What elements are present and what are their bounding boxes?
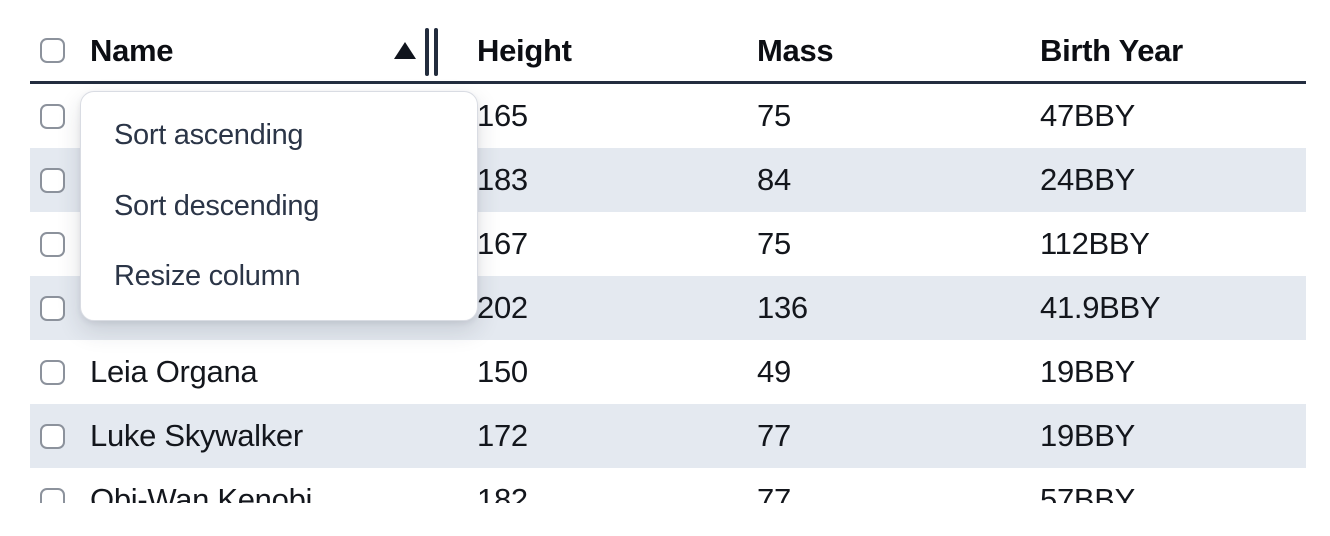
cell-mass: 75 xyxy=(757,98,791,133)
cell-height: 182 xyxy=(477,482,528,504)
cell-birth-year: 41.9BBY xyxy=(1040,290,1161,325)
cell-height: 165 xyxy=(477,98,528,133)
table-row: 165 75 47BBY xyxy=(30,84,1306,148)
cell-name: Luke Skywalker xyxy=(90,418,303,453)
row-checkbox[interactable] xyxy=(40,168,65,193)
cell-mass: 136 xyxy=(757,290,808,325)
cell-name: Leia Organa xyxy=(90,354,258,389)
column-header-height[interactable]: Height xyxy=(477,33,572,68)
cell-birth-year: 57BBY xyxy=(1040,482,1136,504)
row-checkbox[interactable] xyxy=(40,104,65,129)
cell-birth-year: 19BBY xyxy=(1040,354,1136,389)
cell-birth-year: 47BBY xyxy=(1040,98,1136,133)
table-row: 202 136 41.9BBY xyxy=(30,276,1306,340)
cell-birth-year: 24BBY xyxy=(1040,162,1136,197)
cell-height: 172 xyxy=(477,418,528,453)
select-all-checkbox[interactable] xyxy=(40,38,65,63)
menu-item-sort-descending[interactable]: Sort descending xyxy=(114,189,320,222)
row-checkbox[interactable] xyxy=(40,424,65,449)
table-row: Leia Organa 150 49 19BBY xyxy=(30,340,1306,404)
menu-item-resize-column[interactable]: Resize column xyxy=(114,260,301,293)
cell-mass: 77 xyxy=(757,482,791,504)
table-row: 167 75 112BBY xyxy=(30,212,1306,276)
row-checkbox[interactable] xyxy=(40,488,65,503)
cell-birth-year: 112BBY xyxy=(1040,226,1150,261)
cell-height: 167 xyxy=(477,226,528,261)
datagrid-viewport: Name Height Mass Birth Year 165 75 47BBY… xyxy=(0,0,1330,503)
table-body: 165 75 47BBY 183 84 24BBY 167 75 112BBY … xyxy=(0,84,1330,503)
row-checkbox[interactable] xyxy=(40,232,65,257)
column-header-birth-year[interactable]: Birth Year xyxy=(1040,33,1183,68)
cell-mass: 84 xyxy=(757,162,791,197)
row-checkbox[interactable] xyxy=(40,360,65,385)
column-resize-handle[interactable] xyxy=(425,28,438,76)
column-header-name[interactable]: Name xyxy=(90,33,174,68)
cell-mass: 77 xyxy=(757,418,791,453)
column-actions-menu: Sort ascending Sort descending Resize co… xyxy=(80,91,478,321)
header-divider xyxy=(30,81,1306,84)
table-row: Luke Skywalker 172 77 19BBY xyxy=(30,404,1306,468)
cell-height: 150 xyxy=(477,354,528,389)
cell-height: 183 xyxy=(477,162,528,197)
datagrid-header-row: Name Height Mass Birth Year xyxy=(0,0,1330,81)
menu-item-sort-ascending[interactable]: Sort ascending xyxy=(114,118,304,151)
cell-mass: 75 xyxy=(757,226,791,261)
column-header-mass[interactable]: Mass xyxy=(757,33,834,68)
cell-name: Obi-Wan Kenobi xyxy=(90,482,313,504)
table-row: Obi-Wan Kenobi 182 77 57BBY xyxy=(30,468,1306,503)
row-checkbox[interactable] xyxy=(40,296,65,321)
sort-ascending-indicator-icon xyxy=(394,42,416,59)
cell-height: 202 xyxy=(477,290,528,325)
cell-mass: 49 xyxy=(757,354,791,389)
cell-birth-year: 19BBY xyxy=(1040,418,1136,453)
